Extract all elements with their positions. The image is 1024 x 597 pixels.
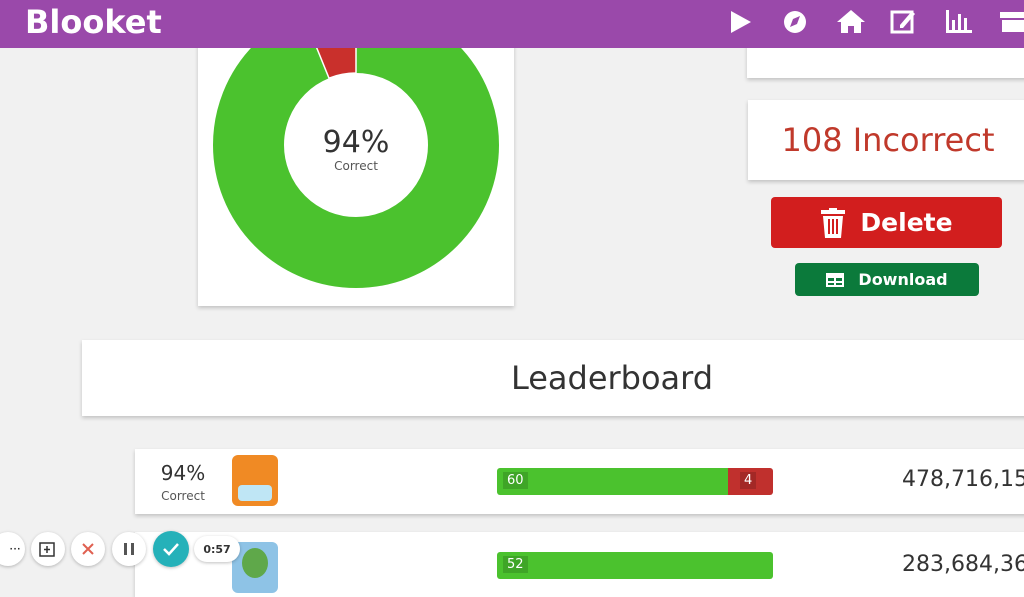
row-percent: 94% (160, 461, 206, 485)
brand[interactable]: Blooket (25, 3, 162, 41)
cancel-button[interactable] (71, 532, 105, 566)
donut-percent: 94% (323, 125, 390, 160)
correct-bar: 60 (497, 468, 728, 495)
incorrect-count: 108 Incorrect (781, 121, 995, 159)
incorrect-count: 4 (740, 472, 757, 489)
trash-icon (821, 207, 846, 238)
timer: 0:57 (194, 536, 240, 562)
market-icon[interactable] (1000, 12, 1024, 32)
edit-icon[interactable] (890, 10, 914, 34)
delete-button[interactable]: Delete (771, 197, 1002, 248)
leaderboard-row[interactable]: 52 283,684,36 (135, 532, 1024, 597)
stats-icon[interactable] (946, 10, 972, 33)
row-percent-label: Correct (161, 489, 205, 503)
download-button[interactable]: Download (795, 263, 979, 296)
leaderboard-row[interactable]: 94% Correct 60 4 478,716,15 (135, 449, 1024, 514)
pause-button[interactable] (112, 532, 146, 566)
top-bar: Blooket (0, 0, 1024, 48)
draw-button[interactable] (31, 532, 65, 566)
leaderboard-title: Leaderboard (510, 359, 714, 397)
avatar-tiger (232, 455, 278, 506)
leaderboard-header: Leaderboard (82, 340, 1024, 416)
done-button[interactable] (153, 531, 189, 567)
incorrect-card: 108 Incorrect (748, 100, 1024, 180)
donut-label: Correct (334, 159, 378, 173)
nav-icons (731, 10, 1024, 34)
donut: 94% Correct (213, 30, 499, 288)
download-label: Download (858, 270, 948, 289)
play-icon[interactable] (731, 11, 751, 33)
table-icon (826, 272, 845, 287)
correct-count: 60 (503, 472, 528, 489)
row-score: 283,684,36 (902, 552, 1024, 577)
row-score: 478,716,15 (902, 467, 1024, 492)
donut-card: 94% Correct (198, 30, 514, 306)
timer-text: 0:57 (203, 542, 231, 556)
correct-count: 52 (503, 556, 528, 573)
delete-label: Delete (860, 208, 953, 237)
home-icon[interactable] (837, 10, 865, 33)
correct-bar: 52 (497, 552, 773, 579)
incorrect-bar: 4 (728, 468, 773, 495)
more-button[interactable]: ··· (0, 532, 25, 566)
